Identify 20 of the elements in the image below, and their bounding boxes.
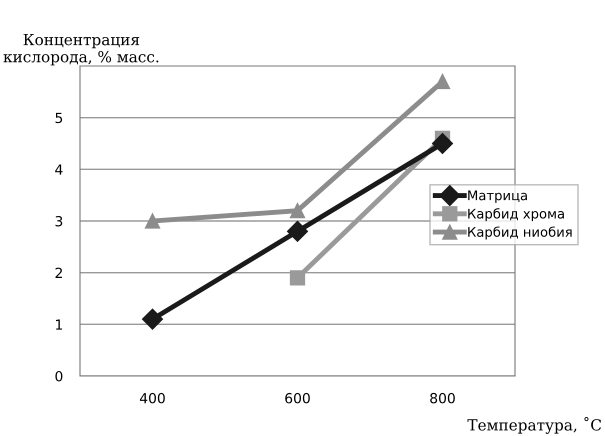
y-axis-title: Концентрация кислорода, % масс. xyxy=(4,34,158,66)
legend-label: Карбид ниобия xyxy=(468,226,572,240)
x-tick-label: 600 xyxy=(285,392,310,404)
y-tick-label: 5 xyxy=(56,112,62,124)
y-tick-label: 1 xyxy=(56,319,62,330)
y-tick-label: 2 xyxy=(56,268,62,278)
point xyxy=(144,213,160,229)
legend-label: Матрица xyxy=(468,190,527,203)
y-tick-label: 4 xyxy=(55,164,63,175)
x-tick-label: 400 xyxy=(140,392,165,404)
x-tick-label: 800 xyxy=(430,392,455,404)
point xyxy=(142,308,164,330)
y-tick-label: 3 xyxy=(56,216,62,226)
point xyxy=(290,203,306,218)
point xyxy=(286,220,308,242)
legend-label: Карбид хрома xyxy=(468,208,564,222)
point xyxy=(290,270,306,286)
point xyxy=(432,132,454,154)
x-axis-title: Температура, ˚С xyxy=(468,417,602,434)
y-tick-label: 0 xyxy=(55,370,62,382)
